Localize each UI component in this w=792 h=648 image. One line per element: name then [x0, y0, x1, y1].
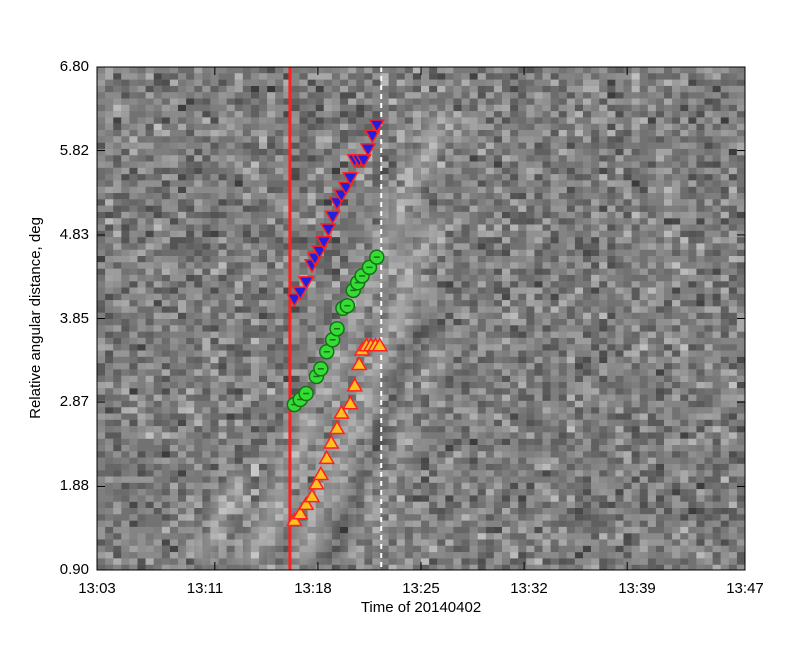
triangle-down-marker [286, 293, 303, 308]
triangle-down-marker [364, 129, 381, 144]
triangle-up-marker [303, 488, 321, 503]
y-tick-label: 6.80 [60, 58, 89, 75]
background-ridge [353, 333, 447, 567]
y-tick-label: 0.90 [60, 561, 89, 578]
triangle-up-marker [333, 404, 350, 419]
background-features [192, 109, 451, 570]
noise-cells [105, 67, 745, 570]
noise-cells [105, 73, 745, 553]
noise-cells [97, 67, 745, 570]
y-tick-label: 5.82 [60, 142, 89, 159]
x-tick-label: 13:25 [402, 580, 440, 597]
background-ridge [322, 322, 428, 568]
vertical-lines [288, 67, 383, 570]
axis-ticks [96, 66, 746, 571]
triangle-down-marker [324, 210, 341, 225]
triangle-up-marker [297, 495, 315, 511]
triangle-down-marker [311, 245, 328, 260]
x-tick-labels: 13:03 13:11 13:18 13:25 13:32 13:39 13:4… [78, 580, 764, 597]
triangle-down-marker [291, 286, 309, 301]
noise-cells [97, 67, 745, 570]
triangle-down-marker [315, 236, 333, 251]
noise-cells [97, 67, 745, 570]
triangle-up-marker [342, 395, 359, 410]
y-tick-label: 2.87 [60, 393, 89, 410]
triangle-up-marker [308, 475, 325, 490]
y-axis-title: Relative angular distance, deg [27, 217, 44, 419]
x-tick-label: 13:03 [78, 580, 116, 597]
noise-cells [250, 463, 259, 477]
background-ridge [291, 221, 439, 569]
y-tick-label: 4.83 [60, 226, 89, 243]
background-ridge [239, 109, 451, 570]
triangle-up-marker [322, 434, 340, 449]
y-tick-label: 3.85 [60, 310, 89, 327]
triangle-up-marker [286, 512, 303, 527]
triangle-down-marker [359, 143, 377, 158]
triangle-down-marker [337, 181, 355, 196]
triangle-down-marker [319, 223, 337, 238]
triangle-up-marker [291, 505, 309, 520]
x-tick-label: 13:11 [187, 580, 223, 597]
triangle-down-marker [342, 172, 359, 187]
x-tick-label: 13:18 [294, 580, 332, 597]
triangle-down-marker [368, 119, 386, 134]
x-tick-label: 13:32 [510, 580, 548, 597]
y-tick-labels: 0.90 1.88 2.87 3.85 4.83 5.82 6.80 [60, 58, 89, 578]
triangle-up-marker [328, 419, 346, 435]
noise-cells [97, 67, 745, 570]
background-ridge [192, 472, 248, 568]
triangle-down-marker [297, 276, 315, 291]
x-tick-label: 13:47 [726, 580, 764, 597]
triangle-up-marker [318, 449, 336, 465]
y-tick-label: 1.88 [60, 477, 89, 494]
triangle-up-marker [346, 377, 364, 392]
triangle-up-marker [371, 337, 389, 352]
triangle-up-marker [312, 466, 330, 481]
data-series [286, 119, 389, 527]
noise-cells [97, 67, 745, 570]
x-axis-title: Time of 20140402 [361, 599, 481, 616]
noise-cells [97, 67, 745, 570]
noise-cells [97, 67, 745, 565]
x-tick-label: 13:39 [618, 580, 656, 597]
triangle-up-marker [350, 356, 368, 371]
triangle-down-marker [355, 154, 372, 169]
